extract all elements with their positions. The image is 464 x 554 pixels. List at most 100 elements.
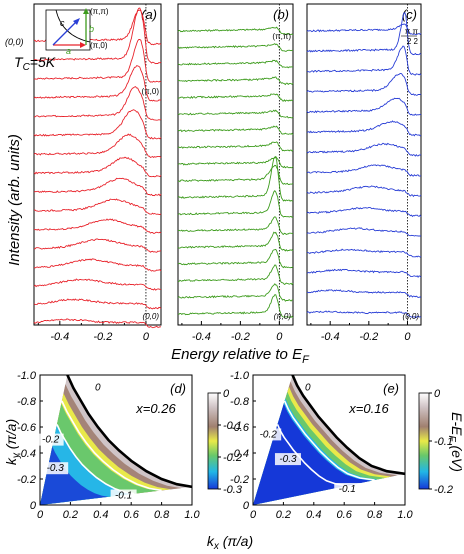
edc-curve: [33, 218, 162, 234]
inset-label-pi0: (π,0): [90, 41, 108, 50]
inset-label-pipi: (π,π): [90, 7, 109, 16]
edc-curve: [33, 198, 162, 215]
contour-label: -0.3: [47, 463, 65, 474]
panel-letter: (e): [383, 381, 399, 396]
edc-curve: [177, 156, 294, 202]
x-tick-label: 0.8: [367, 509, 383, 521]
energy-contour-0: [283, 400, 375, 481]
edc-curve: [306, 185, 422, 198]
x-tick-label: -0.4: [321, 331, 340, 343]
edc-curve: [306, 73, 422, 96]
energy-band-5: [40, 446, 109, 505]
x-tick-label: 1.0: [184, 509, 200, 521]
top-xlabel: Energy relative to EF: [171, 346, 310, 366]
edc-curve: [306, 45, 422, 76]
y-tick-label: -1.0: [17, 370, 37, 382]
x-tick-label: 0.8: [154, 509, 170, 521]
edc-curve: [306, 142, 422, 157]
edc-curve: [177, 59, 293, 69]
edc-curve: [34, 86, 162, 121]
colorbar-tick-label: 0: [223, 388, 230, 400]
edc-curve: [33, 318, 162, 329]
inset-label-c: c: [60, 18, 65, 28]
x-tick-label: 0: [276, 331, 283, 343]
edc-panel-b: -0.4 -0.2 0 (b) (π,π) (π,0): [177, 3, 294, 343]
inset-label-00: (0,0): [5, 37, 24, 47]
contour-label: -0.2: [42, 435, 60, 446]
fermi-surface-contour: [66, 375, 192, 489]
contour-label-bg: [334, 483, 361, 495]
edc-curve: [306, 164, 422, 177]
edc-curve: [306, 12, 422, 56]
colorbar-tick-label: -0.3: [223, 484, 243, 496]
edc-curve: [177, 76, 294, 86]
y-tick-label: -0.6: [230, 422, 250, 434]
y-tick-label: -0.8: [17, 396, 37, 408]
panel-frame: [306, 3, 422, 326]
contour-label: -0.2: [260, 429, 278, 440]
top-k-label-num: π π: [405, 27, 419, 36]
edc-curve: [306, 23, 422, 36]
edc-curve: [177, 93, 294, 103]
x-tick-label: 0.6: [337, 509, 353, 521]
x-tick-label: 0.6: [124, 509, 140, 521]
doping-label: x=0.26: [135, 401, 176, 416]
x-tick-label: 0.4: [93, 509, 108, 521]
energy-band-5: [253, 403, 372, 505]
colorbar-tick-label: -0.1: [434, 436, 453, 448]
map-xlabel: kx (π/a): [207, 533, 253, 552]
map-panel-e: 0 0.2 0.4 0.6 0.8 1.0 -1.0 -0.8 -0.6 -0.4 -0.2 0 (e)…: [230, 370, 453, 521]
edc-curve: [306, 310, 422, 319]
edc-curve: [306, 120, 422, 137]
top-k-label-den: 2 2: [407, 37, 419, 46]
edc-curve: [177, 231, 294, 252]
energy-contour-0: [61, 400, 162, 492]
contour-label-bg: [110, 489, 137, 502]
contour-label: 0: [305, 383, 311, 394]
contour-label-bg: [37, 433, 64, 446]
edc-curve: [33, 39, 162, 83]
contour-label: -0.3: [279, 454, 297, 465]
edc-curve: [177, 26, 294, 36]
colorbar-tick-label: -0.1: [223, 420, 242, 432]
contour-label: 0: [95, 383, 101, 394]
edc-curve: [33, 238, 162, 253]
y-tick-label: -1.0: [230, 370, 250, 382]
colorbar: [418, 392, 430, 490]
x-tick-label: 0.2: [276, 509, 291, 521]
x-tick-label: 0.4: [306, 509, 321, 521]
y-tick-label: 0: [243, 500, 250, 512]
y-tick-label: -0.4: [17, 448, 36, 460]
x-tick-label: -0.2: [359, 331, 378, 343]
x-tick-label: -0.4: [50, 331, 69, 343]
edc-curve: [306, 289, 422, 298]
y-tick-label: -0.2: [17, 474, 36, 486]
map-panel-d: 0 0.2 0.4 0.6 0.8 1.0 -1.0 -0.8 -0.6 -0.4 -0.2 0 (d)…: [17, 370, 243, 521]
colorbar-tick-label: -0.2: [223, 452, 242, 464]
x-tick-label: 1.0: [397, 509, 413, 521]
energy-contour-1: [56, 424, 135, 495]
y-tick-label: -0.6: [17, 422, 37, 434]
edc-panel-a: -0.4 -0.2 0 (a) (π,0) (0,0): [33, 3, 162, 343]
panel-frame: [33, 3, 162, 326]
mid-k-label: (π,0): [141, 87, 159, 96]
edc-curve: [33, 298, 162, 310]
x-tick-label: 0.2: [63, 509, 78, 521]
edc-curve: [177, 283, 294, 302]
inset-label-a: a: [66, 46, 71, 56]
edc-curve: [178, 264, 294, 286]
edc-curve: [177, 125, 294, 135]
top-k-label: (π,π): [272, 32, 291, 41]
edc-curve: [306, 97, 422, 116]
top-ylabel: Intensity (arb. units): [6, 134, 23, 266]
map-area: [253, 375, 405, 505]
edc-curve: [306, 207, 422, 218]
x-tick-label: 0: [143, 331, 150, 343]
bottom-k-label: (0,0): [143, 312, 160, 321]
map-ylabel: ky (π/a): [3, 419, 22, 465]
contour-label-bg: [255, 428, 282, 441]
y-tick-label: 0: [30, 500, 37, 512]
colorbar-tick-label: -0.2: [434, 484, 453, 496]
edc-curve: [33, 156, 162, 178]
edc-curve: [178, 294, 294, 318]
